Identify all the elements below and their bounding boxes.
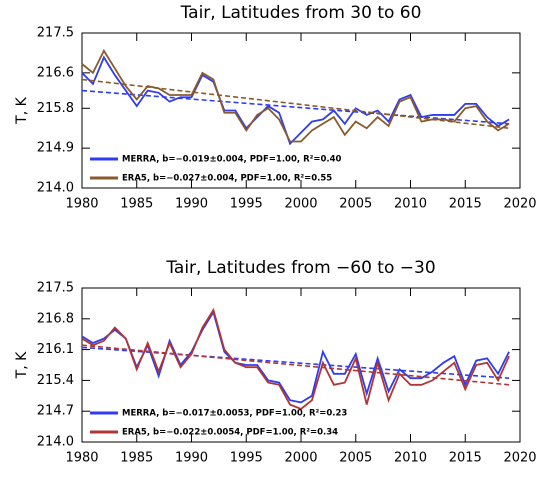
- x-tick-label: 1995: [230, 197, 263, 212]
- series-line: [81, 48, 510, 143]
- trend-line: [81, 89, 510, 125]
- y-tick-label: 215.8: [37, 101, 74, 116]
- x-tick-label: 2010: [394, 451, 427, 466]
- x-tick-label: 2000: [284, 197, 317, 212]
- x-tick-label: 2010: [394, 197, 427, 212]
- y-axis-label: T, K: [14, 96, 30, 124]
- x-tick-label: 1990: [175, 451, 208, 466]
- y-tick-label: 217.5: [37, 26, 74, 41]
- plot-frame: [81, 32, 521, 189]
- series-line: [81, 307, 510, 411]
- y-tick-label: 217.5: [37, 281, 74, 296]
- y-tick-label: 214.9: [37, 141, 74, 156]
- y-tick-label: 216.6: [37, 65, 74, 80]
- x-tick-label: 1990: [175, 197, 208, 212]
- y-tick-label: 216.1: [37, 342, 74, 357]
- x-tick-label: 2015: [449, 451, 482, 466]
- chart-title: Tair, Latitudes from 30 to 60: [180, 3, 422, 23]
- trend-line: [81, 346, 510, 379]
- x-tick-label: 1985: [120, 451, 153, 466]
- trend-line: [81, 344, 510, 386]
- legend-label: MERRA, b=−0.019±0.004, PDF=1.00, R²=0.40: [122, 155, 342, 165]
- y-tick-label: 214.7: [37, 404, 74, 419]
- x-tick-label: 1985: [120, 197, 153, 212]
- series-line: [81, 309, 510, 404]
- legend-label: MERRA, b=−0.017±0.0053, PDF=1.00, R²=0.2…: [122, 409, 347, 419]
- x-tick-label: 2020: [503, 197, 536, 212]
- trend-line: [81, 78, 510, 130]
- y-axis-label: T, K: [14, 351, 30, 379]
- y-tick-label: 216.8: [37, 311, 74, 326]
- x-tick-label: 1980: [65, 197, 98, 212]
- x-tick-label: 2000: [284, 451, 317, 466]
- y-tick-label: 214.0: [37, 435, 74, 450]
- x-tick-label: 1995: [230, 451, 263, 466]
- legend-label: ERA5, b=−0.022±0.0054, PDF=1.00, R²=0.34: [122, 428, 338, 438]
- y-tick-label: 214.0: [37, 181, 74, 196]
- series-line: [81, 55, 510, 146]
- x-tick-label: 2005: [339, 451, 372, 466]
- chart-title: Tair, Latitudes from −60 to −30: [165, 258, 435, 278]
- x-tick-label: 2005: [339, 197, 372, 212]
- legend-label: ERA5, b=−0.027±0.004, PDF=1.00, R²=0.55: [122, 174, 332, 184]
- x-tick-label: 1980: [65, 451, 98, 466]
- x-tick-label: 2015: [449, 197, 482, 212]
- x-tick-label: 2020: [503, 451, 536, 466]
- y-tick-label: 215.4: [37, 373, 74, 388]
